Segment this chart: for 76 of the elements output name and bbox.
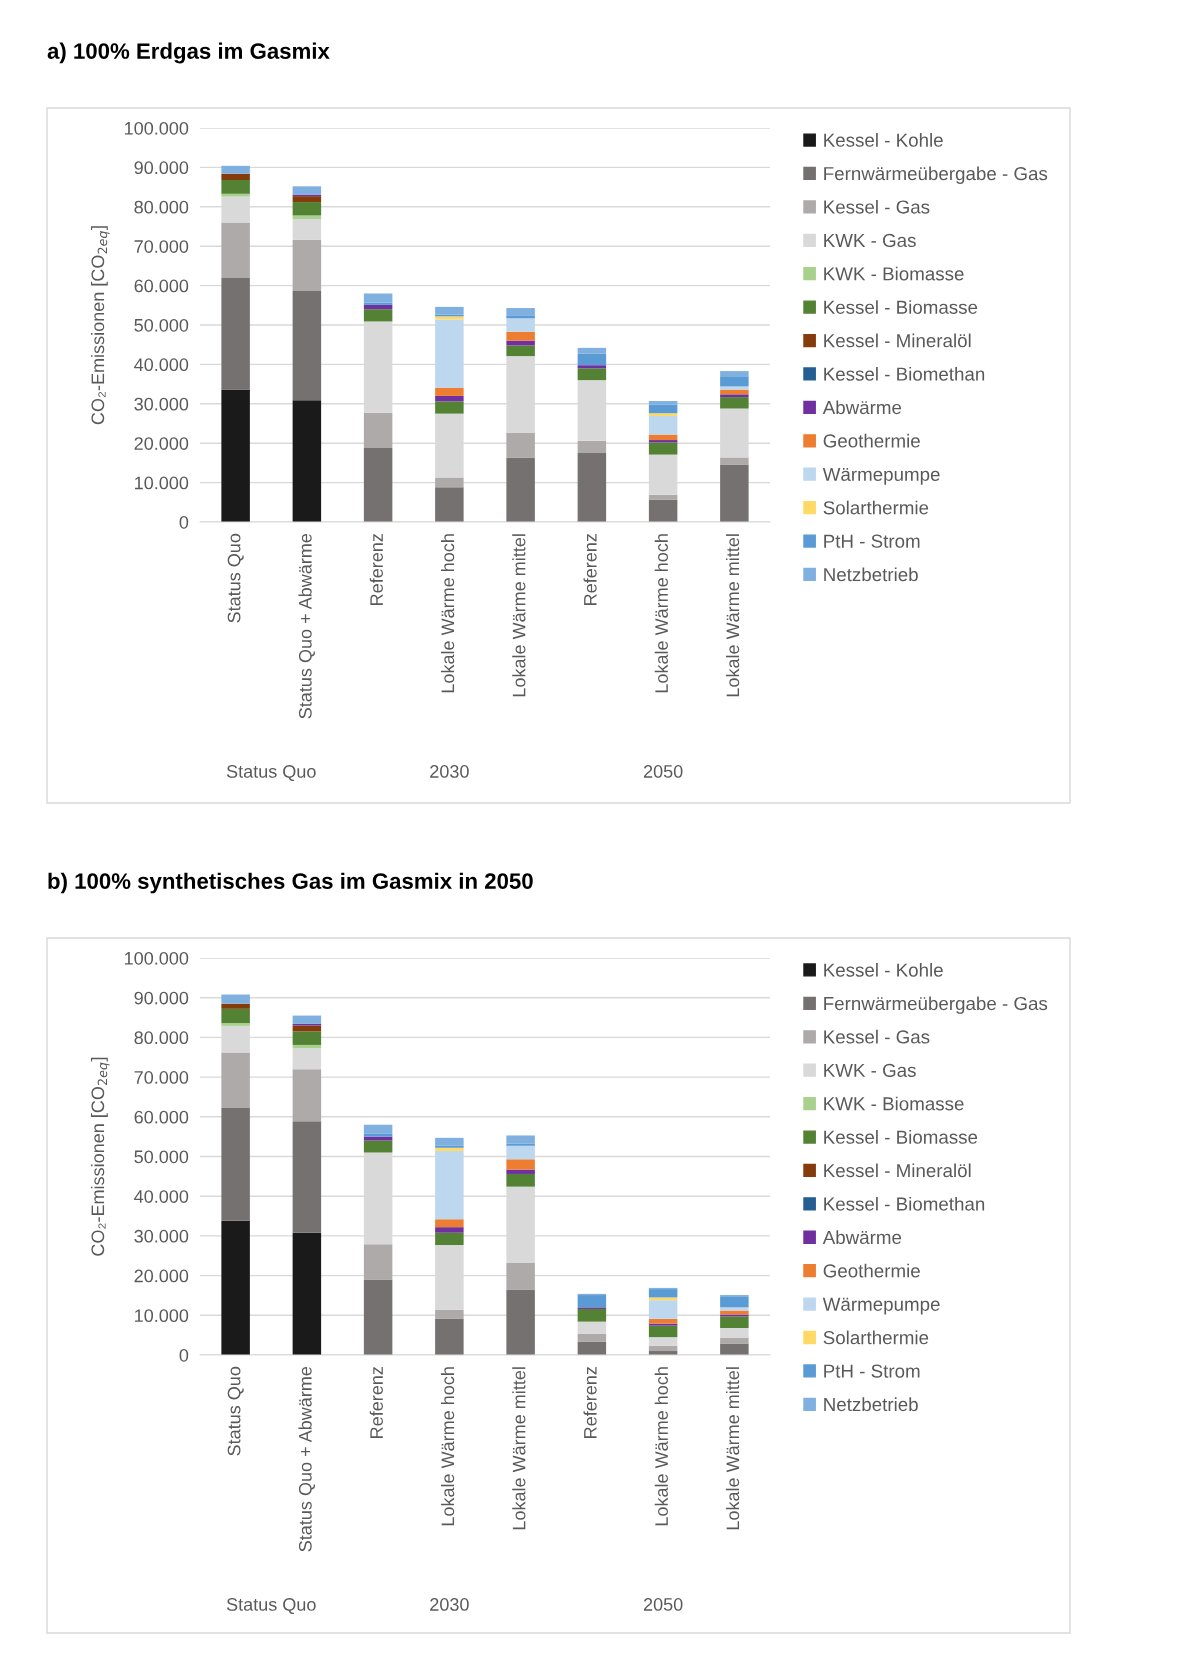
x-tick-label: Lokale Wärme hoch [440, 534, 455, 693]
y-tick-label: 90.000 [134, 991, 189, 1005]
y-tick-label: 20.000 [134, 437, 189, 450]
legend-label: Solarthermie [823, 500, 929, 515]
chart-title: a) 100% Erdgas im Gasmix [47, 42, 330, 64]
x-tick-label: Status Quo + Abwärme [298, 1366, 315, 1552]
x-tick-label: Lokale Wärme hoch [440, 1367, 455, 1526]
y-tick-label: 40.000 [134, 358, 189, 372]
y-tick-label: 70.000 [134, 240, 189, 253]
legend-label: Kessel - Biomasse [824, 300, 978, 314]
legend-label: Abwärme [822, 1230, 902, 1245]
x-tick-label: Lokale Wärme mittel [512, 1367, 526, 1530]
x-tick-label: Status Quo + Abwärme [298, 533, 315, 719]
legend-label: Geothermie [823, 433, 920, 448]
y-tick-label: 50.000 [134, 318, 189, 332]
y-tick-label: 30.000 [134, 1229, 189, 1243]
text: 2050 [643, 1598, 683, 1611]
x-tick-label: Lokale Wärme mittel [725, 534, 740, 697]
y-axis-title: CO₂-Emissionen [CO$_{2eq}$] [90, 1057, 110, 1256]
y-tick-label: 90.000 [134, 161, 189, 175]
legend-label: Solarthermie [823, 1330, 929, 1345]
legend-label: Kessel - Mineralöl [824, 333, 971, 348]
legend-label: Geothermie [823, 1263, 920, 1278]
x-tick-label: Referenz [583, 534, 597, 605]
x-tick-label: Referenz [583, 1367, 597, 1438]
y-tick-label: 10.000 [135, 476, 189, 490]
y-tick-label: 20.000 [134, 1269, 189, 1283]
legend-label: Wärmepumpe [822, 467, 940, 485]
legend-label: PtH - Strom [824, 1364, 920, 1378]
x-tick-label: Status Quo [227, 533, 244, 623]
legend-label: Abwärme [822, 400, 902, 415]
legend-label: Kessel - Gas [824, 199, 930, 214]
x-tick-label: Status Quo [227, 1366, 244, 1456]
y-tick-label: 60.000 [134, 1110, 189, 1124]
x-tick-label: Lokale Wärme mittel [512, 534, 526, 697]
x-tick-label: Lokale Wärme hoch [654, 534, 668, 693]
legend-label: KWK - Biomasse [824, 266, 964, 281]
legend-label: Fernwärmeübergabe - Gas [824, 166, 1048, 184]
y-tick-label: 100.000 [125, 121, 189, 135]
text: Status Quo [226, 765, 316, 782]
legend-label: Kessel - Kohle [824, 133, 943, 147]
legend-label: Kessel - Biomethan [824, 1196, 985, 1211]
legend-label: Kessel - Biomethan [824, 366, 985, 381]
legend-label: Netzbetrieb [824, 1397, 918, 1412]
x-tick-label: Lokale Wärme hoch [654, 1367, 668, 1526]
legend-label: Netzbetrieb [824, 567, 918, 582]
legend-label: Kessel - Biomasse [824, 1130, 978, 1144]
y-tick-label: 80.000 [134, 200, 189, 214]
y-tick-label: 50.000 [134, 1150, 189, 1164]
y-tick-label: 0 [179, 515, 189, 529]
legend-label: KWK - Gas [824, 233, 916, 248]
text: 2050 [643, 765, 683, 778]
legend-label: Kessel - Gas [824, 1029, 930, 1044]
x-tick-label: Referenz [369, 1367, 383, 1438]
text: Status Quo [226, 1598, 316, 1615]
y-tick-label: 30.000 [134, 397, 189, 411]
legend-label: PtH - Strom [824, 534, 920, 548]
y-tick-label: 70.000 [134, 1071, 189, 1084]
y-tick-label: 10.000 [135, 1309, 189, 1323]
legend-label: KWK - Gas [824, 1063, 916, 1077]
y-tick-label: 60.000 [134, 279, 189, 293]
legend-label: Fernwärmeübergabe - Gas [824, 996, 1048, 1014]
y-tick-label: 0 [179, 1348, 189, 1362]
y-axis-title: CO₂-Emissionen [CO$_{2eq}$] [90, 226, 110, 425]
legend-label: Wärmepumpe [822, 1297, 940, 1315]
legend-label: Kessel - Mineralöl [824, 1163, 971, 1178]
y-tick-label: 40.000 [134, 1190, 189, 1203]
chart-title: b) 100% synthetisches Gas im Gasmix in 2050 [48, 872, 533, 894]
x-tick-label: Referenz [369, 534, 383, 605]
legend-label: Kessel - Kohle [824, 962, 943, 977]
text: 2030 [430, 765, 469, 778]
x-tick-label: Lokale Wärme mittel [725, 1367, 740, 1530]
legend-label: KWK - Biomasse [824, 1096, 964, 1111]
text: 2030 [430, 1598, 469, 1611]
y-tick-label: 100.000 [125, 951, 189, 965]
y-tick-label: 80.000 [134, 1031, 189, 1045]
